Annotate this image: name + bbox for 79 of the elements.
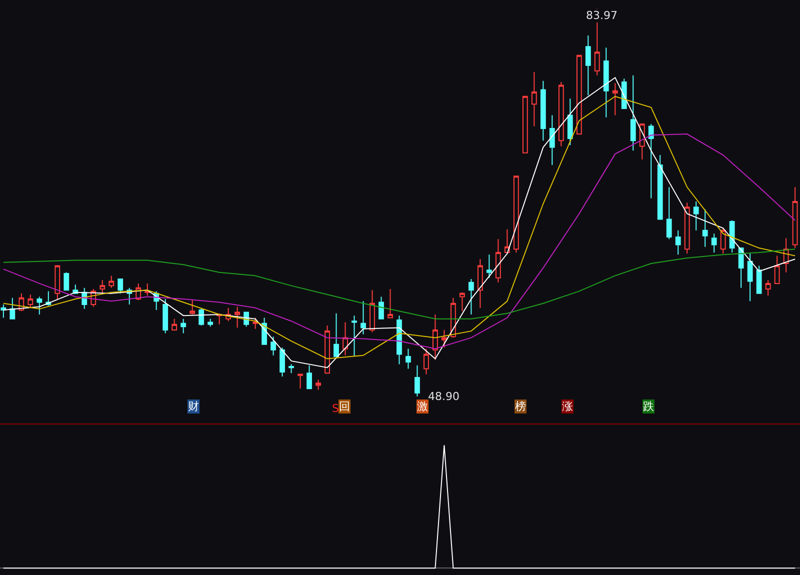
text: S [332, 402, 339, 415]
candlestick [36, 296, 42, 315]
candlestick [468, 278, 474, 315]
text: 涨 [562, 400, 573, 413]
candlestick [360, 300, 366, 335]
candlestick [334, 312, 339, 358]
candlestick [460, 292, 465, 312]
candlestick [432, 314, 438, 360]
candlestick [424, 348, 429, 375]
candlestick [64, 272, 70, 291]
candlestick [558, 81, 564, 147]
candlestick [100, 280, 106, 294]
candlestick [108, 275, 114, 288]
candlestick [621, 78, 627, 110]
candlestick [396, 315, 402, 365]
candlestick [0, 304, 6, 318]
text: 跌 [643, 400, 654, 413]
candlestick [280, 347, 285, 377]
candlestick [442, 329, 447, 348]
candlestick [513, 176, 519, 253]
text: 榜 [515, 400, 526, 413]
candlestick [198, 307, 204, 326]
candlestick [540, 80, 546, 142]
candlestick [648, 124, 654, 199]
candlestick [316, 379, 321, 390]
candlestick [252, 317, 258, 330]
candlestick [612, 82, 618, 116]
candlestick [675, 230, 681, 256]
candlestick [370, 290, 375, 333]
text: 回 [339, 400, 350, 413]
candlestick [172, 318, 178, 330]
candlestick [657, 154, 663, 220]
candlestick [765, 280, 771, 296]
candlestick [576, 54, 582, 135]
candlestick [486, 254, 492, 278]
candlestick [522, 96, 528, 154]
candlestick [603, 47, 609, 118]
candlestick [549, 114, 555, 166]
candlestick [324, 325, 330, 374]
candlestick [702, 208, 708, 248]
candlestick [477, 258, 483, 308]
candlestick [180, 318, 186, 334]
candlestick [306, 364, 312, 390]
candlestick [531, 72, 537, 127]
text: 财 [188, 400, 199, 413]
annotation: 83.97 [586, 9, 618, 22]
candlestick [270, 336, 276, 356]
candlestick [352, 315, 357, 358]
candlestick [738, 248, 744, 288]
candlestick [28, 294, 34, 308]
candlestick [630, 74, 636, 152]
candlestick [118, 278, 124, 294]
candlestick [288, 364, 294, 374]
candlestick [729, 220, 735, 253]
candlestick [414, 364, 420, 397]
annotation: 48.90 [428, 390, 460, 403]
candlestick [162, 298, 168, 334]
candlestick [144, 282, 150, 296]
candlestick [756, 265, 762, 294]
candlestick [567, 98, 573, 146]
candlestick [720, 228, 726, 254]
candlestick [378, 296, 384, 320]
candlestick [684, 202, 690, 254]
candlestick [495, 238, 501, 283]
candlestick [388, 288, 393, 318]
candlestick [10, 297, 16, 320]
candlestick [208, 318, 214, 328]
candlestick [190, 300, 196, 315]
candlestick [774, 255, 780, 284]
candlestick [298, 374, 303, 390]
candlestick [711, 233, 717, 253]
candlestick [234, 306, 240, 328]
candlestick [693, 201, 699, 231]
candlestick [406, 348, 411, 370]
candlestick [585, 35, 591, 96]
candlestick [54, 265, 60, 300]
candlestick [747, 253, 753, 302]
text: 激 [417, 400, 428, 413]
candlestick [666, 186, 672, 240]
